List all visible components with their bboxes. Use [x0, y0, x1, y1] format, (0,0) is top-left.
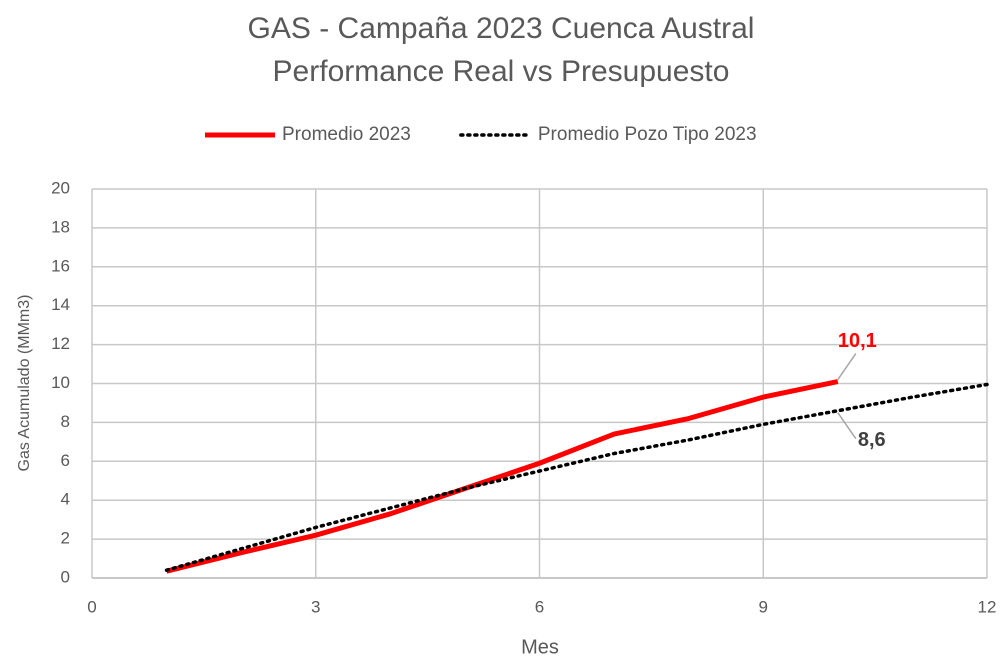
legend-label: Promedio Pozo Tipo 2023: [538, 124, 757, 145]
chart-title: GAS - Campaña 2023 Cuenca Austral: [248, 12, 755, 45]
x-tick-label: 9: [759, 597, 768, 616]
leader-line: [837, 412, 857, 440]
x-tick-label: 12: [978, 597, 997, 616]
legend-label: Promedio 2023: [282, 124, 411, 145]
y-tick-label: 2: [61, 529, 70, 548]
data-label: 8,6: [858, 429, 886, 451]
y-tick-label: 18: [51, 217, 70, 236]
data-label: 10,1: [838, 330, 877, 352]
y-tick-label: 16: [51, 256, 70, 275]
x-tick-label: 3: [311, 597, 320, 616]
y-axis-title: Gas Acumulado (MMm3): [16, 295, 33, 472]
y-tick-label: 14: [51, 295, 70, 314]
chart-subtitle: Performance Real vs Presupuesto: [273, 55, 730, 88]
x-axis-title: Mes: [521, 636, 559, 658]
y-tick-label: 4: [61, 490, 70, 509]
y-tick-label: 0: [61, 567, 70, 586]
y-tick-label: 12: [51, 334, 70, 353]
x-tick-label: 6: [535, 597, 544, 616]
line-series: [164, 382, 989, 572]
y-tick-label: 10: [51, 373, 70, 392]
y-tick-label: 8: [61, 412, 70, 431]
x-tick-label: 0: [87, 597, 96, 616]
y-tick-label: 20: [51, 178, 70, 197]
leader-line: [837, 353, 857, 380]
line-series: [165, 379, 839, 574]
y-tick-label: 6: [61, 451, 70, 470]
